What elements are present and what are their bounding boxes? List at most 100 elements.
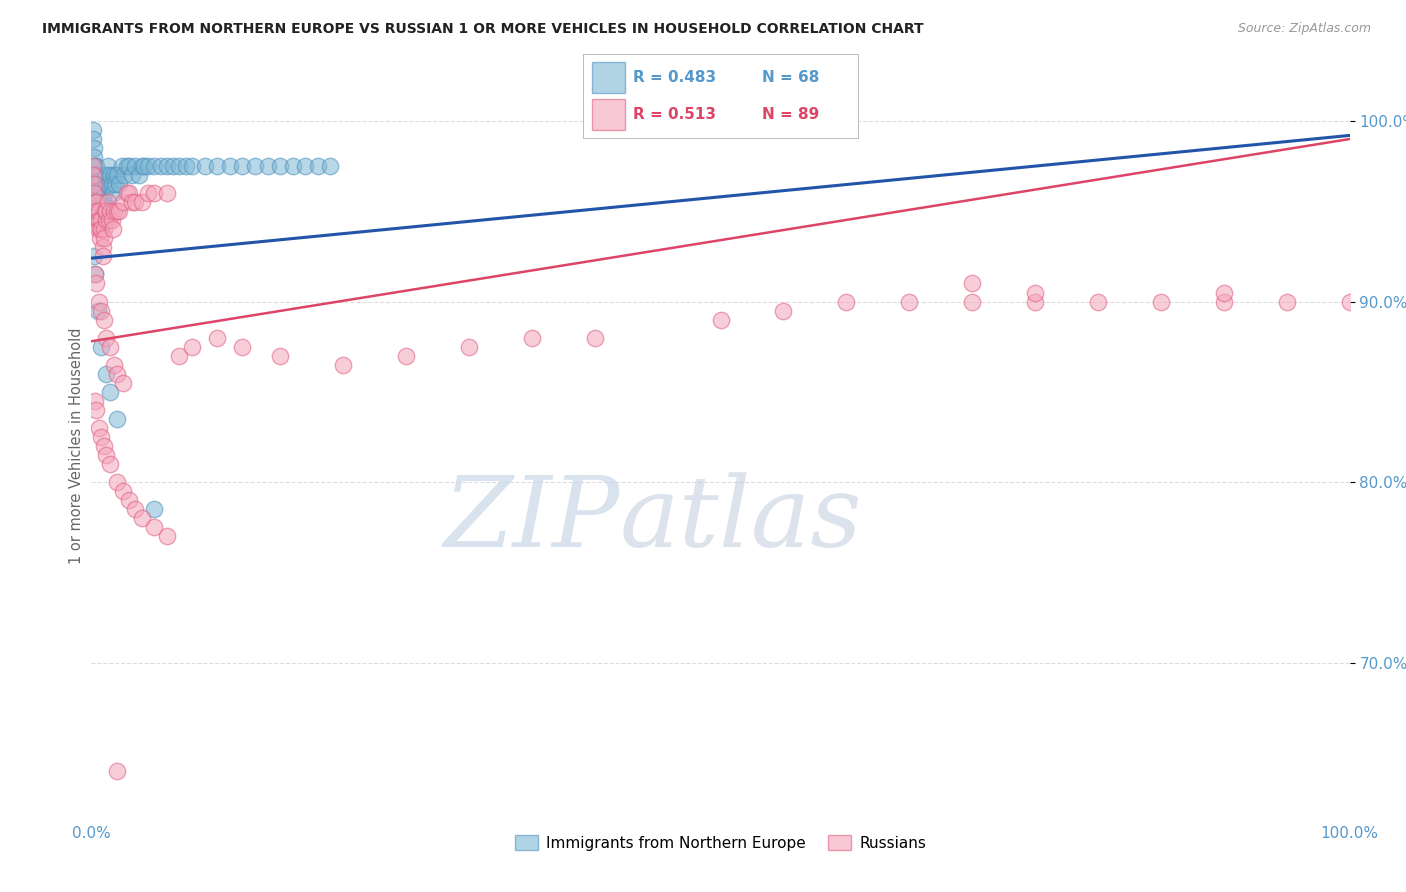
Point (96, 367, 118, 381)
Point (83, 186, 105, 201)
Point (112, 168, 135, 182)
Point (84, 268, 107, 282)
Point (90, 222, 112, 236)
Text: R = 0.483: R = 0.483 (633, 70, 716, 85)
Point (83, 141, 105, 155)
Point (98, 204, 121, 219)
Point (131, 511, 153, 525)
Point (91, 249, 114, 263)
Point (105, 412, 128, 426)
Point (583, 331, 606, 345)
Point (181, 159, 204, 173)
Point (294, 159, 316, 173)
Point (84, 195, 107, 210)
Point (156, 159, 179, 173)
Point (86, 222, 108, 236)
Point (100, 177, 122, 191)
Point (121, 195, 143, 210)
Point (86, 195, 108, 210)
Point (181, 340, 204, 354)
Point (105, 475, 128, 489)
Point (96, 168, 118, 182)
Point (134, 159, 156, 173)
Point (898, 294, 921, 309)
Point (457, 340, 479, 354)
Point (194, 159, 217, 173)
Point (115, 186, 138, 201)
Point (105, 168, 128, 182)
Point (82, 123, 104, 137)
Point (91, 204, 114, 219)
Point (96, 331, 118, 345)
Point (205, 159, 228, 173)
Point (156, 529, 179, 543)
Point (82, 168, 104, 182)
Point (90, 213, 112, 227)
Point (90, 186, 112, 201)
Point (218, 159, 240, 173)
Point (118, 159, 141, 173)
Point (124, 195, 146, 210)
Point (84, 268, 107, 282)
Point (962, 294, 984, 309)
Point (269, 159, 291, 173)
Point (1212, 285, 1236, 300)
Point (143, 520, 166, 534)
Point (108, 177, 131, 191)
Point (174, 159, 197, 173)
Point (100, 213, 122, 227)
Point (149, 159, 172, 173)
Point (86, 303, 108, 318)
Point (86, 277, 108, 291)
Point (108, 204, 131, 219)
Point (105, 367, 128, 381)
Point (93, 231, 115, 245)
Point (98, 168, 121, 182)
Point (319, 159, 342, 173)
Point (1275, 294, 1298, 309)
Point (82, 132, 104, 146)
Point (1024, 294, 1046, 309)
Point (307, 159, 329, 173)
Point (94, 168, 117, 182)
Point (124, 502, 146, 516)
Point (395, 349, 418, 363)
Point (332, 358, 354, 372)
Point (143, 186, 166, 201)
Point (128, 168, 150, 182)
Point (243, 159, 266, 173)
Point (121, 168, 143, 182)
Text: atlas: atlas (620, 473, 863, 567)
Point (136, 186, 159, 201)
Point (143, 502, 166, 516)
Point (1212, 294, 1236, 309)
Point (118, 493, 141, 508)
Point (962, 277, 984, 291)
Point (94, 204, 117, 219)
Point (87, 177, 110, 191)
Point (91, 240, 114, 254)
Legend: Immigrants from Northern Europe, Russians: Immigrants from Northern Europe, Russian… (509, 829, 932, 856)
Point (82, 159, 104, 173)
Point (90, 195, 112, 210)
Point (89, 222, 111, 236)
Point (93, 312, 115, 326)
Point (156, 186, 179, 201)
Point (86, 186, 108, 201)
Point (231, 159, 253, 173)
Point (93, 439, 115, 453)
Point (89, 195, 111, 210)
Point (93, 186, 115, 201)
Point (90, 430, 112, 444)
Point (136, 159, 159, 173)
Point (86, 177, 108, 191)
Point (90, 303, 112, 318)
Point (84, 159, 107, 173)
Point (115, 159, 138, 173)
Point (89, 186, 111, 201)
Point (87, 213, 110, 227)
Point (835, 294, 858, 309)
Y-axis label: 1 or more Vehicles in Household: 1 or more Vehicles in Household (69, 327, 84, 565)
Bar (592, 99, 624, 130)
Point (1024, 285, 1046, 300)
